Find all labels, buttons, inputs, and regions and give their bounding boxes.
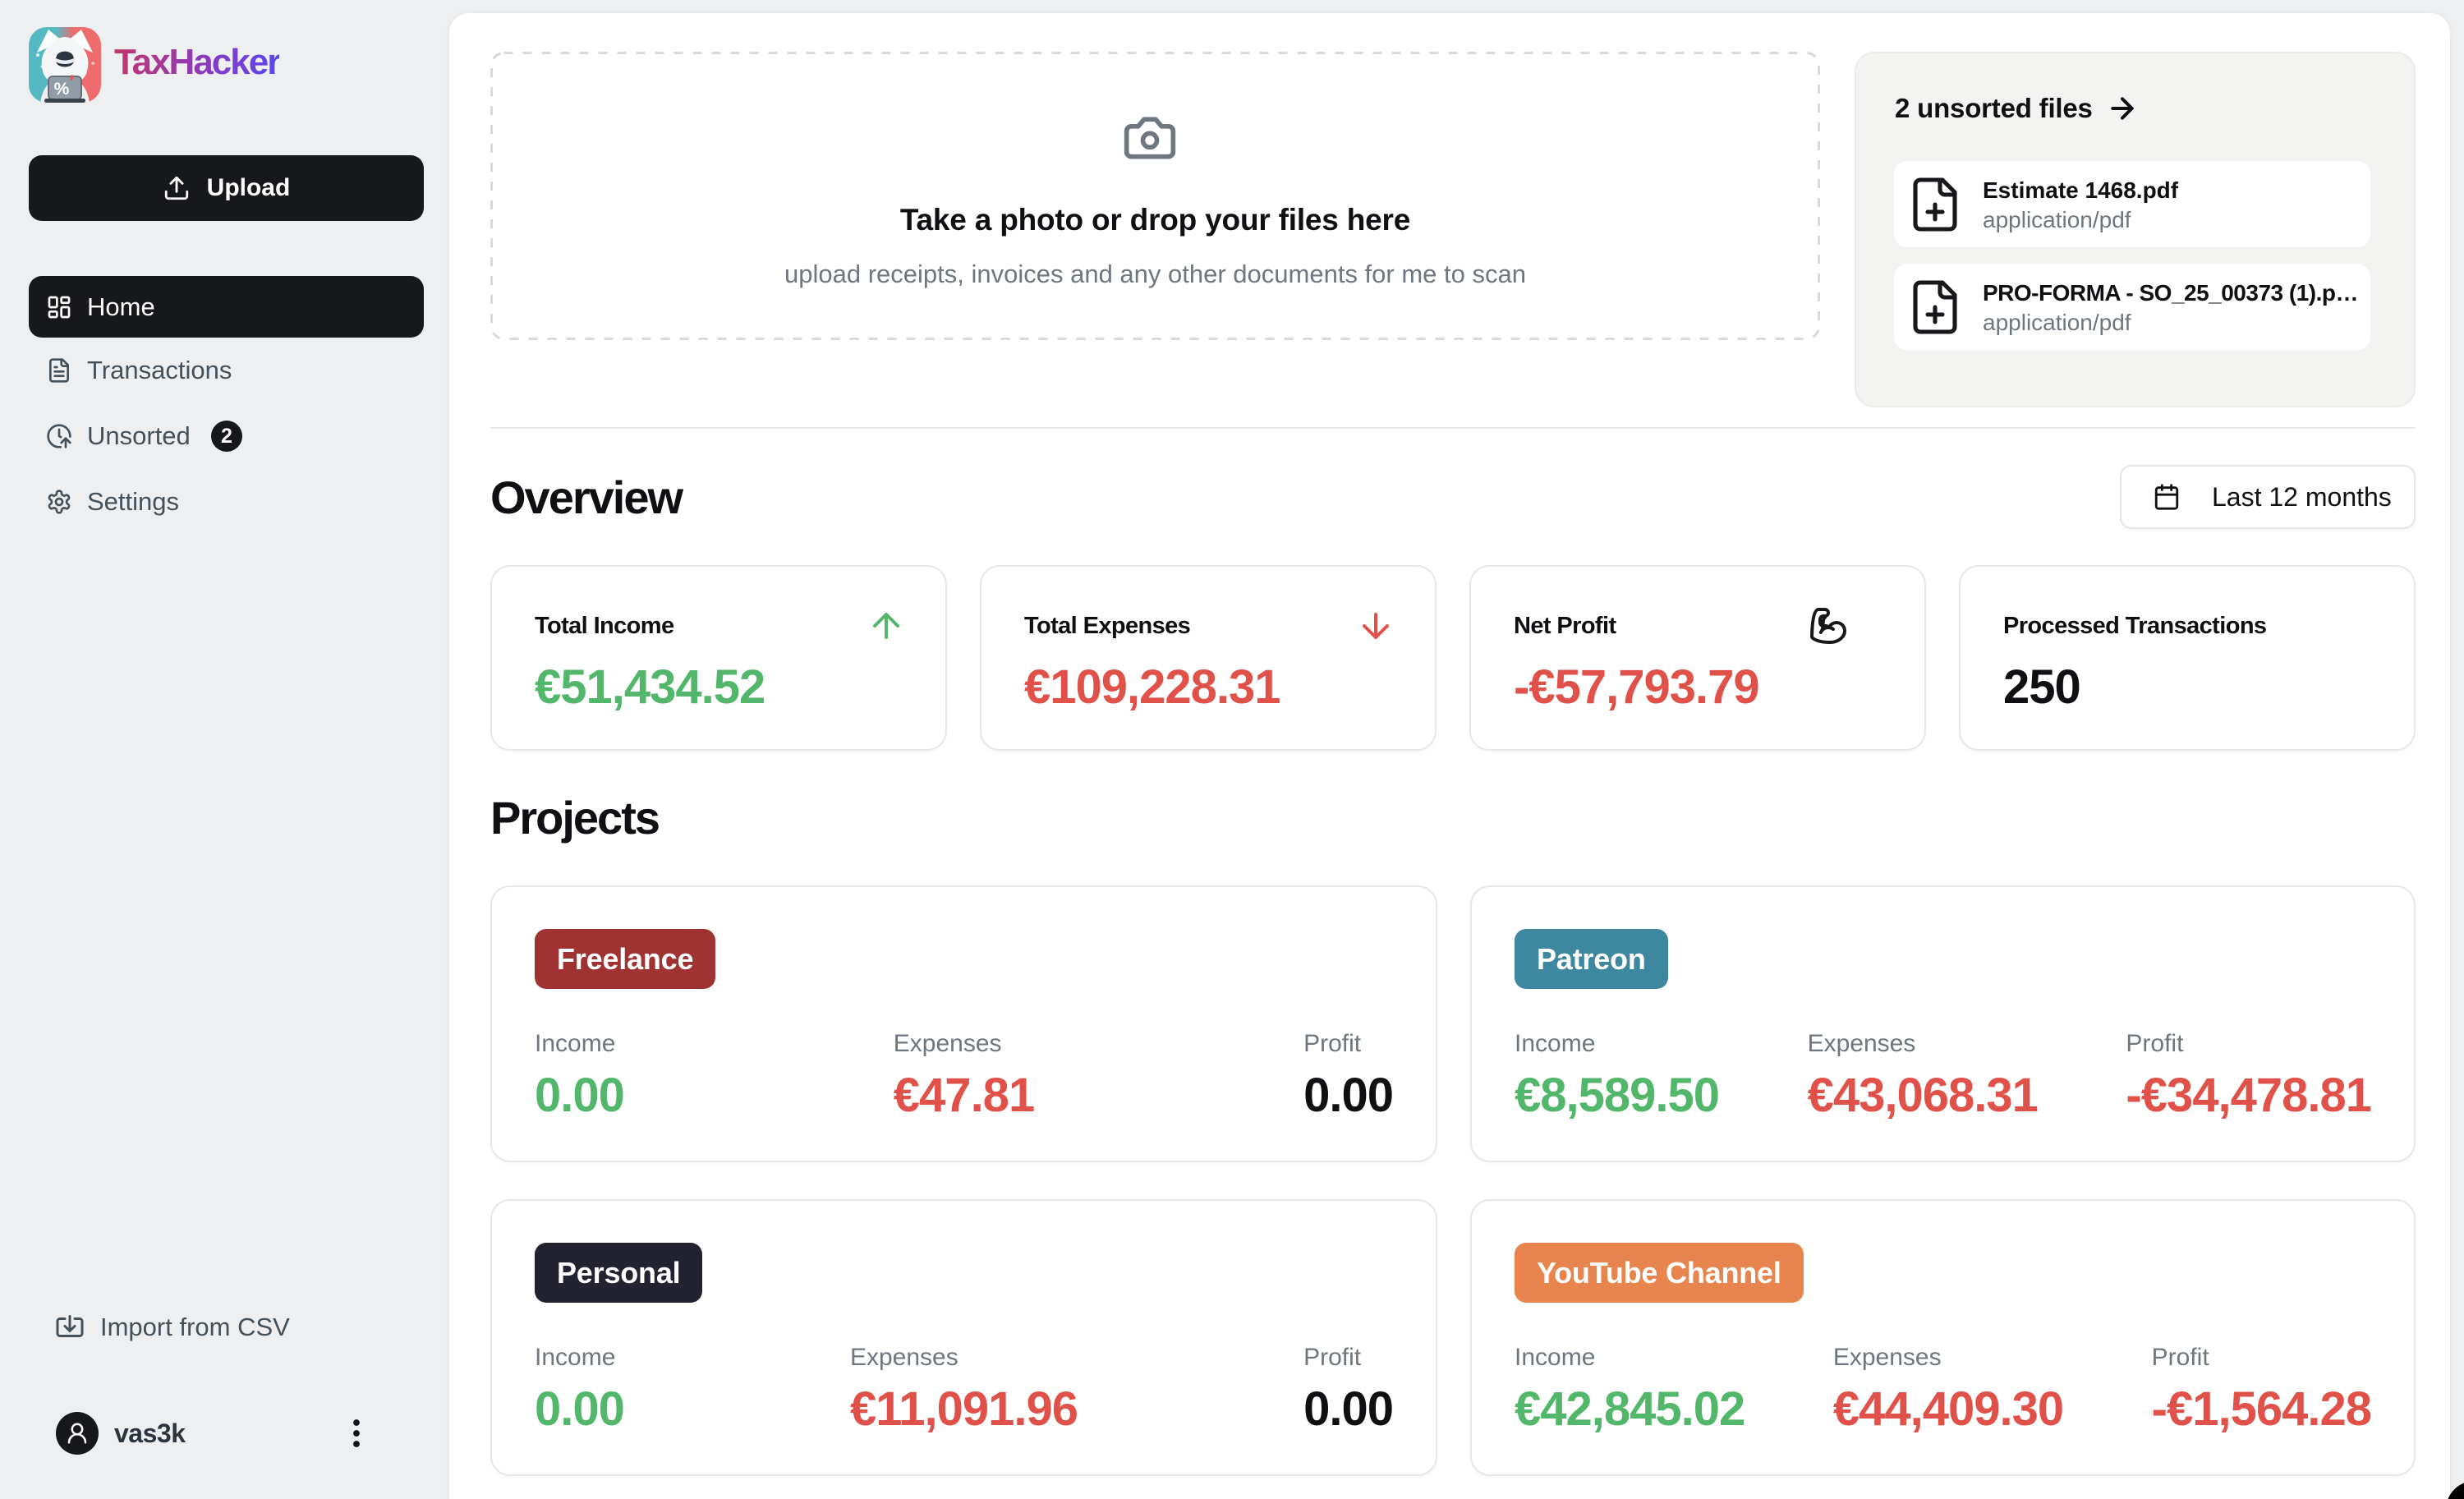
- svg-text:%: %: [54, 80, 70, 99]
